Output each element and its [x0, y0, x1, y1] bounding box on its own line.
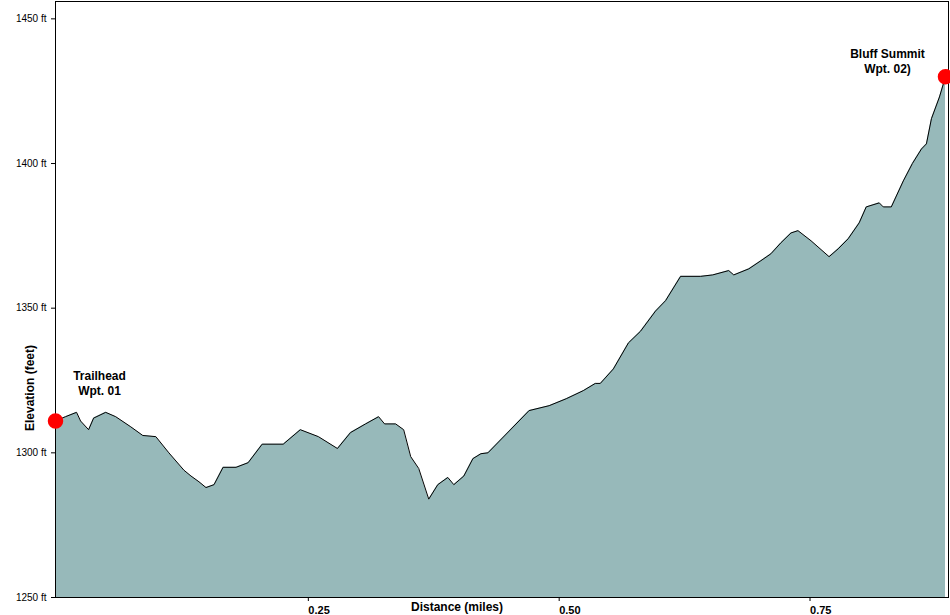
svg-text:1300 ft: 1300 ft	[16, 447, 47, 458]
svg-text:TrailheadWpt. 01: TrailheadWpt. 01	[73, 369, 126, 398]
svg-text:Elevation (feet): Elevation (feet)	[23, 345, 37, 431]
svg-text:1450 ft: 1450 ft	[16, 13, 47, 24]
svg-text:0.75: 0.75	[810, 604, 831, 615]
svg-text:1350 ft: 1350 ft	[16, 302, 47, 313]
svg-text:0.50: 0.50	[559, 604, 580, 615]
svg-text:Bluff SummitWpt. 02): Bluff SummitWpt. 02)	[850, 47, 925, 76]
svg-text:1400 ft: 1400 ft	[16, 158, 47, 169]
svg-text:1250 ft: 1250 ft	[16, 592, 47, 603]
svg-text:Distance (miles): Distance (miles)	[411, 600, 503, 614]
svg-text:0.25: 0.25	[308, 604, 329, 615]
